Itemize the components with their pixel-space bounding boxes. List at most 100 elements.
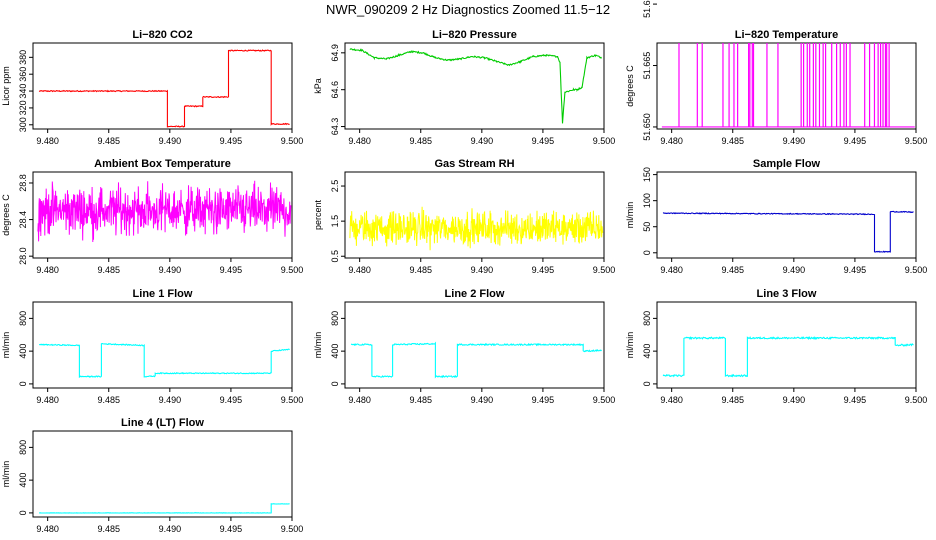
x-tick-label: 9.490 [783,136,806,146]
x-tick-label: 9.490 [159,265,182,275]
panel-title: Ambient Box Temperature [94,158,231,170]
x-tick-label: 9.500 [905,136,928,146]
y-tick-label: 28.4 [18,211,28,229]
x-tick-label: 9.485 [721,136,744,146]
y-tick-label: 51.680 [642,0,652,18]
y-axis-label: percent [313,199,323,230]
x-tick-label: 9.485 [721,265,744,275]
x-tick-label: 9.500 [281,524,304,534]
y-tick-label: 800 [642,311,652,326]
chart-panel-1: Li−820 CO2 9.480 9.485 9.490 9.495 9.500 300 32… [1,29,303,146]
series-line-rh [349,206,604,251]
plot-frame [344,42,605,130]
panel-title: Sample Flow [753,158,821,170]
x-tick-label: 9.480 [348,136,371,146]
x-tick-label: 9.500 [281,265,304,275]
y-tick-label: 400 [330,344,340,359]
x-tick-label: 9.500 [593,265,616,275]
x-tick-label: 9.480 [36,395,59,405]
y-tick-label: 64.6 [330,81,340,99]
x-tick-label: 9.495 [220,524,243,534]
y-axis-label: ml/min [1,461,11,488]
y-tick-label: 300 [18,117,28,132]
x-tick-label: 9.490 [783,265,806,275]
y-tick-label: 320 [18,100,28,115]
plot-frame [656,42,917,130]
series-line-line3 [662,336,914,378]
series-line-co2 [38,49,290,128]
panel-title: Li−820 Temperature [735,29,838,41]
x-tick-label: 9.495 [532,136,555,146]
x-tick-label: 9.495 [532,395,555,405]
x-tick-label: 9.490 [471,265,494,275]
plot-frame [32,42,293,130]
series-line-line2 [350,341,602,379]
y-tick-label: 800 [18,440,28,455]
x-tick-label: 9.495 [844,265,867,275]
y-tick-label: 0 [18,381,28,386]
chart-panel-2: Li−820 Pressure 9.480 9.485 9.490 9.495 9.500… [313,29,615,146]
x-tick-label: 9.495 [220,265,243,275]
x-tick-label: 9.485 [721,395,744,405]
x-tick-label: 9.485 [97,395,120,405]
y-tick-label: 51.665 [642,52,652,80]
x-tick-label: 9.485 [409,395,432,405]
y-tick-label: 800 [330,311,340,326]
y-tick-label: 2.5 [330,180,340,193]
y-tick-label: 380 [18,50,28,65]
x-tick-label: 9.480 [660,265,683,275]
plot-frame [32,171,293,259]
chart-panel-3: Li−820 Temperature 9.480 9.485 9.490 9.495 9.… [625,0,927,146]
x-tick-label: 9.490 [159,395,182,405]
y-tick-label: 340 [18,84,28,99]
x-tick-label: 9.480 [348,265,371,275]
plot-frame [656,171,917,259]
panel-title: Li−820 Pressure [432,29,517,41]
x-tick-label: 9.495 [844,395,867,405]
x-tick-label: 9.500 [281,136,304,146]
x-tick-label: 9.500 [905,395,928,405]
y-axis-label: degrees C [625,65,635,107]
plot-frame [32,301,293,389]
x-tick-label: 9.485 [97,136,120,146]
y-tick-label: 0 [330,381,340,386]
x-tick-label: 9.490 [783,395,806,405]
y-tick-label: 0 [18,510,28,515]
panel-title: Li−820 CO2 [132,29,192,41]
y-tick-label: 51.650 [642,113,652,141]
y-axis-label: degrees C [1,194,11,236]
y-tick-label: 1.5 [330,215,340,228]
y-tick-label: 150 [642,167,652,182]
x-tick-label: 9.500 [593,395,616,405]
x-tick-label: 9.490 [159,136,182,146]
y-tick-label: 800 [18,311,28,326]
x-tick-label: 9.500 [593,136,616,146]
x-tick-label: 9.485 [97,524,120,534]
y-tick-label: 64.9 [330,44,340,62]
x-tick-label: 9.480 [36,524,59,534]
plot-frame [656,301,917,389]
y-tick-label: 50 [642,222,652,232]
chart-panel-8: Line 2 Flow 9.480 9.485 9.490 9.495 9.500 0 400… [313,288,615,405]
y-tick-label: 0.5 [330,250,340,263]
x-tick-label: 9.480 [36,136,59,146]
chart-panel-9: Line 3 Flow 9.480 9.485 9.490 9.495 9.500 0 400… [625,288,927,405]
y-axis-label: ml/min [313,332,323,359]
y-tick-label: 400 [642,344,652,359]
y-axis-label: ml/min [625,332,635,359]
y-axis-label: kPa [313,78,323,94]
y-tick-label: 28.8 [18,174,28,192]
figure-title: NWR_090209 2 Hz Diagnostics Zoomed 11.5−… [325,2,611,17]
x-tick-label: 9.480 [36,265,59,275]
x-tick-label: 9.495 [220,395,243,405]
series-line-pressure [349,48,603,124]
x-tick-label: 9.485 [97,265,120,275]
panel-title: Line 2 Flow [445,288,505,300]
x-tick-label: 9.480 [660,395,683,405]
panel-title: Line 4 (LT) Flow [121,417,204,429]
x-tick-label: 9.495 [844,136,867,146]
x-tick-label: 9.485 [409,265,432,275]
y-axis-label: ml/min [1,332,11,359]
panel-title: Gas Stream RH [434,158,514,170]
